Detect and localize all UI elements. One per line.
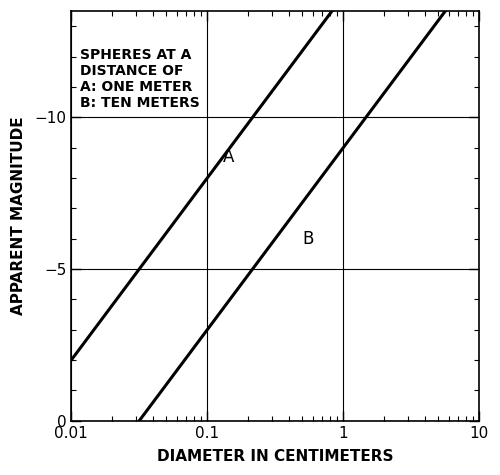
Y-axis label: APPARENT MAGNITUDE: APPARENT MAGNITUDE	[11, 116, 26, 315]
Text: A: A	[223, 148, 234, 166]
Text: SPHERES AT A
DISTANCE OF
A: ONE METER
B: TEN METERS: SPHERES AT A DISTANCE OF A: ONE METER B:…	[80, 48, 200, 110]
X-axis label: DIAMETER IN CENTIMETERS: DIAMETER IN CENTIMETERS	[157, 449, 394, 464]
Text: B: B	[302, 229, 314, 247]
